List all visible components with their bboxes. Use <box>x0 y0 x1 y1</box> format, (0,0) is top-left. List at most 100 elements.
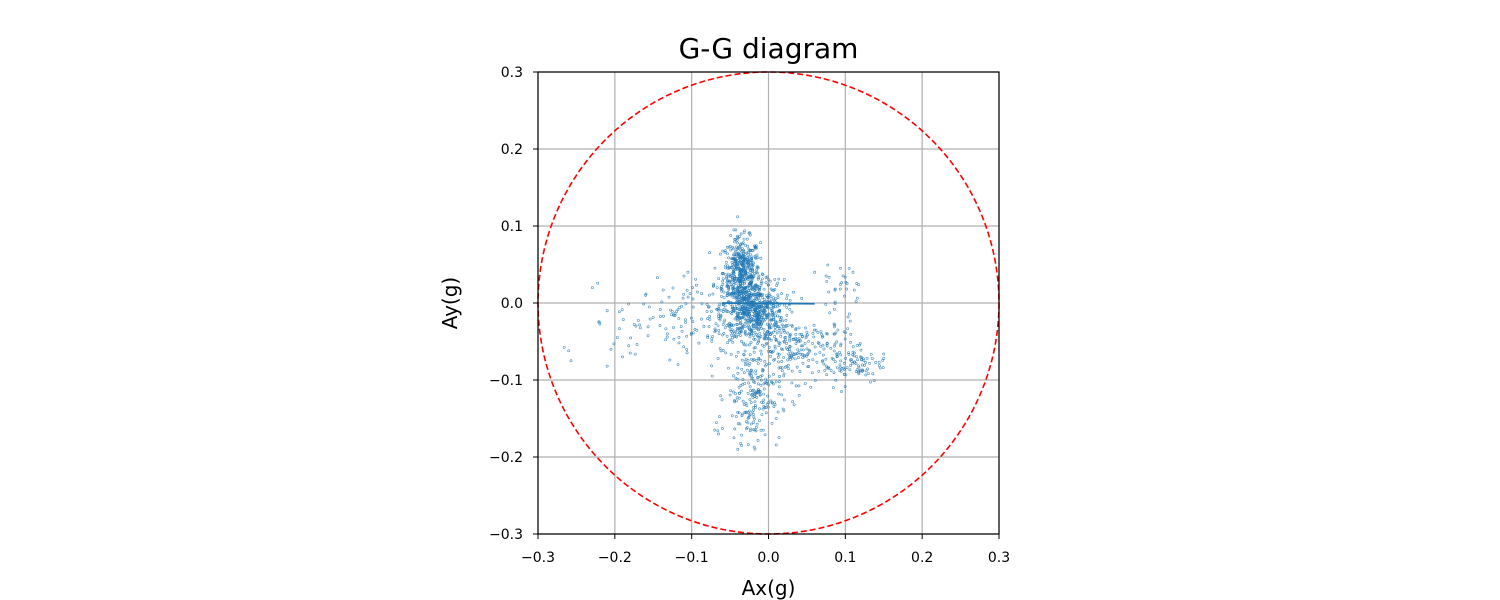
scatter-point <box>775 331 779 335</box>
scatter-point <box>799 348 803 352</box>
scatter-point <box>743 331 747 335</box>
scatter-point <box>727 274 731 278</box>
scatter-point <box>832 322 836 326</box>
scatter-point <box>742 403 746 406</box>
scatter-point <box>738 290 742 294</box>
scatter-point <box>859 355 863 359</box>
scatter-point <box>662 314 665 318</box>
scatter-point <box>569 359 573 363</box>
scatter-point <box>809 385 813 389</box>
scatter-point <box>751 412 755 416</box>
scatter-point <box>758 304 762 308</box>
scatter-point <box>839 344 843 348</box>
scatter-point <box>756 277 760 281</box>
scatter-point <box>730 333 733 337</box>
scatter-point <box>730 260 734 264</box>
scatter-point <box>777 360 781 364</box>
scatter-point <box>736 234 739 238</box>
scatter-point <box>562 345 566 349</box>
scatter-point <box>747 247 751 251</box>
scatter-point <box>770 421 774 425</box>
scatter-point <box>734 354 738 358</box>
scatter-point <box>770 381 774 385</box>
scatter-point <box>754 310 758 314</box>
scatter-point <box>731 277 735 281</box>
scatter-point <box>738 316 741 320</box>
scatter-point <box>746 443 750 446</box>
scatter-point <box>761 310 765 314</box>
scatter-point <box>768 279 772 283</box>
scatter-point <box>748 372 752 376</box>
scatter-point <box>730 414 734 418</box>
scatter-point <box>567 349 571 353</box>
scatter-point <box>735 267 739 271</box>
scatter-point <box>760 281 764 285</box>
scatter-point <box>671 286 675 290</box>
scatter-point <box>851 362 854 365</box>
scatter-point <box>710 310 713 313</box>
scatter-point <box>759 241 762 245</box>
scatter-point <box>811 371 814 375</box>
scatter-point <box>707 293 711 297</box>
scatter-point <box>772 405 776 409</box>
scatter-point <box>708 318 712 322</box>
scatter-point <box>825 344 829 348</box>
scatter-point <box>851 345 855 349</box>
scatter-point <box>761 428 765 432</box>
scatter-point <box>748 398 752 402</box>
scatter-point <box>842 330 846 334</box>
scatter-point <box>605 364 609 368</box>
scatter-point <box>743 296 747 299</box>
scatter-point <box>772 315 775 319</box>
scatter-point <box>813 345 817 349</box>
scatter-point <box>707 305 711 309</box>
scatter-point <box>767 374 771 378</box>
scatter-point <box>795 365 799 369</box>
scatter-point <box>804 334 808 338</box>
scatter-point <box>729 248 733 252</box>
scatter-point <box>741 316 744 319</box>
scatter-point <box>776 309 780 313</box>
scatter-point <box>795 338 799 342</box>
scatter-point <box>648 305 651 309</box>
scatter-point <box>740 310 744 313</box>
scatter-point <box>804 336 808 340</box>
scatter-point <box>742 311 746 315</box>
scatter-point <box>864 360 868 364</box>
scatter-point <box>738 285 742 289</box>
scatter-point <box>740 412 744 416</box>
scatter-point <box>761 307 765 311</box>
scatter-point <box>756 389 760 393</box>
scatter-point <box>753 395 757 398</box>
scatter-point <box>832 371 836 375</box>
scatter-point <box>705 303 709 307</box>
scatter-point <box>731 307 735 310</box>
scatter-point <box>632 323 636 326</box>
scatter-point <box>700 302 704 306</box>
scatter-point <box>839 369 843 373</box>
scatter-point <box>748 309 752 313</box>
scatter-point <box>825 341 829 345</box>
scatter-point <box>769 322 772 326</box>
scatter-point <box>769 338 773 342</box>
scatter-point <box>726 252 729 256</box>
scatter-point <box>752 325 756 329</box>
scatter-point <box>713 327 717 331</box>
scatter-point <box>745 321 749 325</box>
scatter-point <box>744 290 748 294</box>
scatter-point <box>814 328 818 332</box>
scatter-point <box>773 278 777 281</box>
scatter-point <box>779 331 783 335</box>
scatter-point <box>734 415 738 418</box>
scatter-point <box>765 295 769 299</box>
scatter-point <box>754 320 758 323</box>
scatter-point <box>745 427 748 431</box>
scatter-point <box>677 317 681 320</box>
scatter-point <box>767 383 771 387</box>
scatter-point <box>691 297 695 301</box>
scatter-point <box>706 334 710 338</box>
scatter-point <box>760 352 763 356</box>
scatter-point <box>790 381 794 385</box>
scatter-point <box>759 358 763 362</box>
scatter-point <box>721 310 725 314</box>
